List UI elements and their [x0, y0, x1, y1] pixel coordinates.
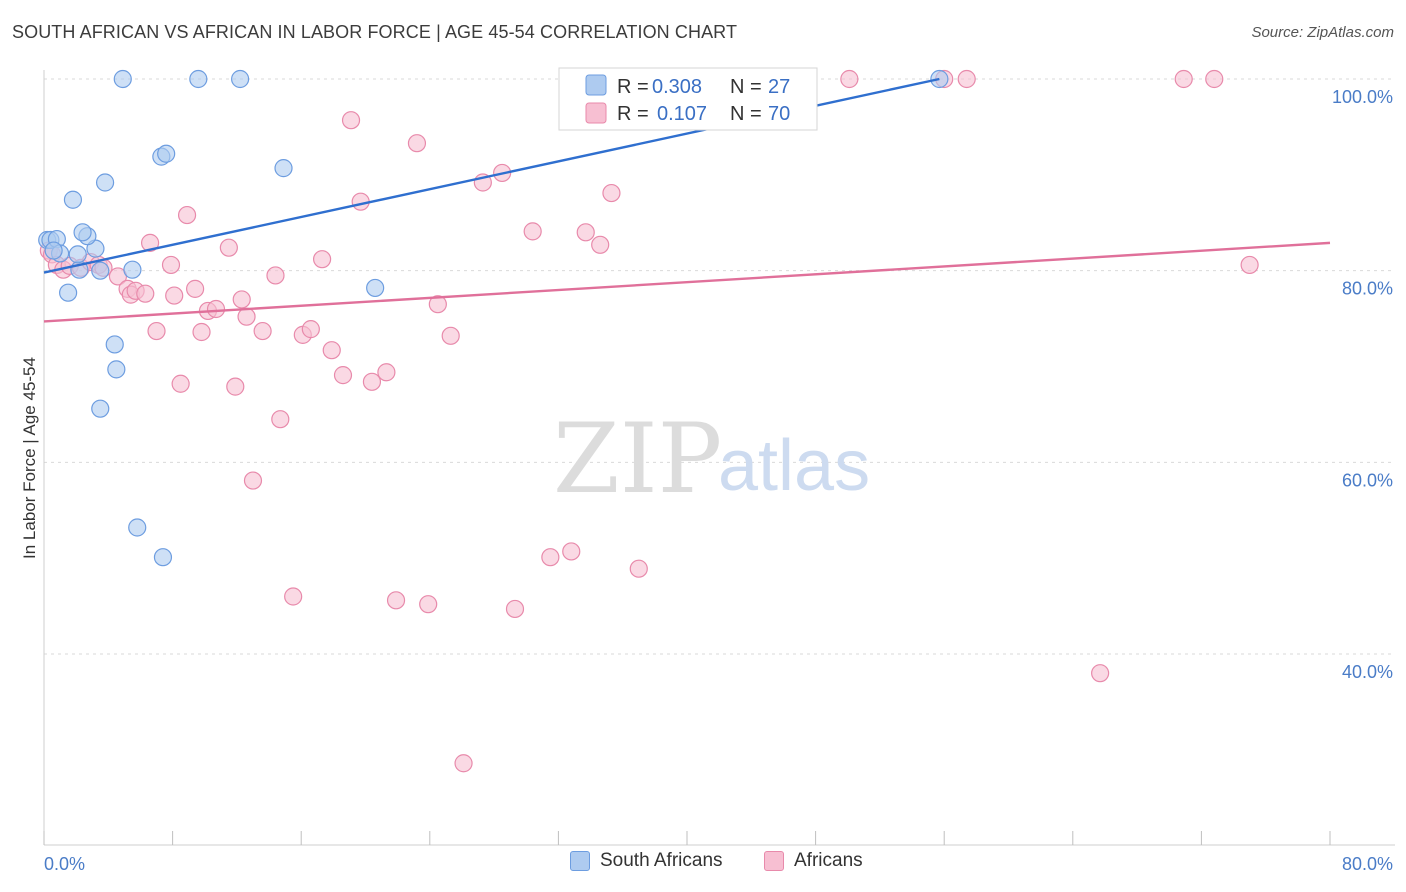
africans-point: [629, 559, 648, 578]
watermark-atlas: atlas: [718, 426, 870, 506]
africans-point: [541, 548, 560, 567]
africans-point: [1240, 255, 1259, 275]
africans-point: [505, 599, 525, 619]
africans-point: [362, 372, 382, 391]
africans-point: [407, 134, 427, 153]
africans-point: [602, 183, 621, 203]
legend-r-label-1: R =: [617, 76, 649, 98]
africans-point: [206, 299, 226, 319]
bottom-legend-south-africans: South Africans: [570, 850, 723, 872]
legend-r-value-south-africans: 0.308: [652, 76, 702, 98]
south-africans-point: [91, 261, 110, 280]
africans-point: [576, 223, 595, 242]
legend-n-label-1: N =: [730, 76, 762, 98]
africans-point: [341, 111, 361, 130]
y-tick-label: 100.0%: [1332, 87, 1393, 107]
africans-point: [266, 266, 285, 285]
bottom-legend-label-africans: Africans: [794, 850, 863, 871]
africans-point: [441, 326, 460, 345]
south-africans-point: [91, 399, 110, 418]
south-africans-point: [107, 360, 126, 379]
south-africans-point: [63, 190, 83, 209]
africans-point: [171, 374, 190, 393]
africans-point: [237, 307, 256, 326]
south-africans-point: [113, 69, 132, 89]
watermark: ZIP atlas: [553, 403, 870, 515]
africans-point: [322, 341, 341, 360]
africans-point: [161, 255, 181, 275]
south-africans-point: [366, 278, 385, 298]
y-tick-label: 40.0%: [1342, 662, 1393, 682]
africans-point: [271, 410, 290, 429]
africans-point: [147, 321, 166, 341]
africans-point: [243, 471, 263, 490]
watermark-zip: ZIP: [553, 403, 722, 515]
x-tick-label: 80.0%: [1342, 854, 1393, 874]
x-tick-label: 0.0%: [44, 854, 85, 874]
africans-point: [165, 286, 184, 305]
bottom-legend-africans: Africans: [764, 850, 863, 872]
legend-swatch-south-africans: [585, 74, 607, 96]
africans-point: [226, 377, 245, 396]
chart-source: Source: ZipAtlas.com: [1251, 24, 1394, 41]
africans-point: [333, 366, 353, 385]
africans-point: [840, 69, 859, 89]
trend-line-africans: [43, 241, 1331, 323]
africans-point: [232, 290, 251, 309]
south-africans-point: [105, 335, 124, 354]
bottom-legend-swatch-pink: [764, 851, 784, 871]
south-africans-point: [157, 144, 176, 163]
grid-layer: [44, 78, 1395, 655]
africans-point: [1205, 69, 1224, 89]
africans-point: [377, 363, 396, 382]
south-africans-point: [189, 69, 208, 89]
africans-point: [419, 595, 438, 614]
africans-point: [523, 222, 542, 241]
africans-point: [1091, 664, 1110, 683]
africans-point: [428, 295, 447, 314]
africans-point: [591, 235, 610, 254]
south-africans-point: [44, 241, 63, 260]
stats-legend: R = 0.308 N = 27 R = 0.107 N = 70: [558, 67, 818, 131]
legend-r-value-africans: 0.107: [657, 103, 707, 125]
bottom-legend-swatch-blue: [570, 851, 590, 871]
africans-point: [136, 284, 155, 303]
south-africans-point: [59, 283, 78, 302]
y-tick-label: 80.0%: [1342, 279, 1393, 299]
legend-n-value-south-africans: 27: [768, 76, 790, 98]
africans-point: [253, 321, 272, 341]
africans-point: [177, 205, 197, 225]
south-africans-point: [231, 69, 250, 89]
africans-point: [219, 238, 238, 257]
legend-swatch-africans: [585, 102, 607, 124]
africans-point: [957, 69, 976, 89]
south-africans-point: [73, 223, 92, 242]
africans-point: [186, 279, 205, 298]
south-africans-point: [128, 518, 147, 537]
africans-point: [562, 542, 581, 561]
bottom-legend-label-south-africans: South Africans: [600, 850, 723, 871]
south-africans-point: [274, 159, 293, 178]
south-africans-point: [123, 260, 142, 279]
africans-point: [1174, 69, 1193, 89]
legend-n-value-africans: 70: [768, 103, 790, 125]
y-axis-label: In Labor Force | Age 45-54: [20, 357, 39, 559]
africans-point: [386, 591, 406, 610]
legend-n-label-2: N =: [730, 103, 762, 125]
africans-point: [284, 587, 303, 606]
chart-title: SOUTH AFRICAN VS AFRICAN IN LABOR FORCE …: [12, 22, 738, 42]
south-africans-point: [95, 173, 115, 192]
africans-point: [454, 754, 473, 773]
legend-r-label-2: R =: [617, 103, 649, 125]
south-africans-point: [153, 548, 173, 567]
africans-point: [301, 320, 320, 339]
y-tick-label: 60.0%: [1342, 470, 1393, 490]
axis-layer: 100.0% 80.0% 60.0% 40.0% 0.0% 80.0%: [43, 70, 1395, 874]
africans-point: [140, 233, 160, 252]
africans-point: [192, 322, 211, 342]
africans-point: [312, 250, 332, 269]
south-africans-point: [68, 245, 87, 264]
